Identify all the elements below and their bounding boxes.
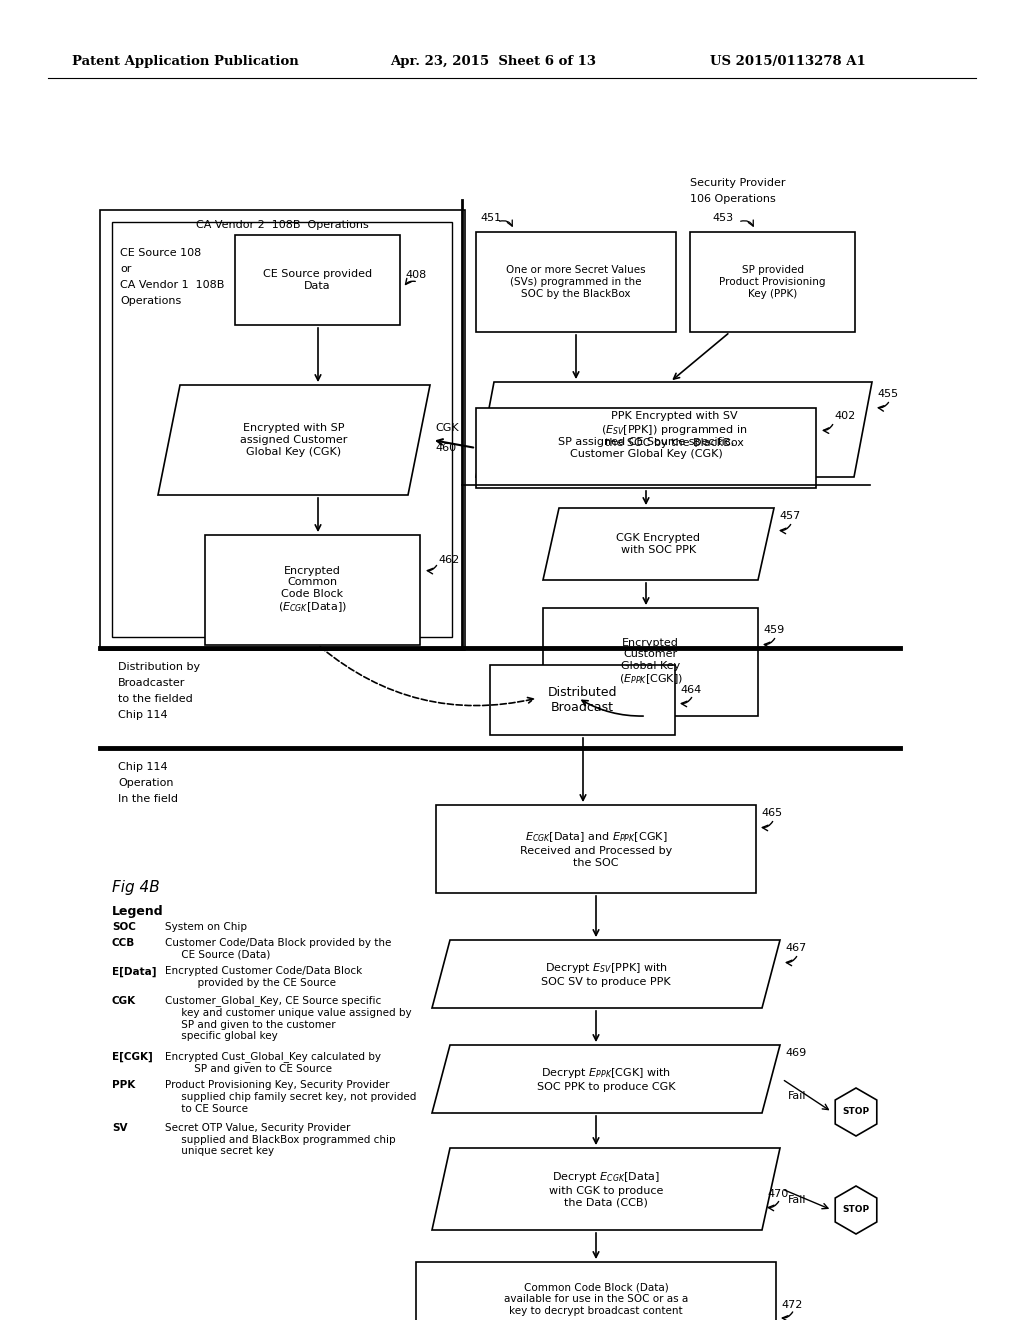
Text: CGK Encrypted
with SOC PPK: CGK Encrypted with SOC PPK (616, 533, 700, 554)
Bar (436, 805, 756, 894)
Text: Operations: Operations (120, 296, 181, 306)
Text: Legend: Legend (112, 906, 164, 917)
Polygon shape (836, 1088, 877, 1137)
Text: Encrypted Cust_Global_Key calculated by
         SP and given to CE Source: Encrypted Cust_Global_Key calculated by … (165, 1052, 381, 1074)
Text: Product Provisioning Key, Security Provider
     supplied chip family secret key: Product Provisioning Key, Security Provi… (165, 1081, 417, 1114)
Text: Chip 114: Chip 114 (118, 762, 168, 772)
Text: CA Vendor 2  108B  Operations: CA Vendor 2 108B Operations (197, 220, 369, 230)
Polygon shape (543, 508, 774, 579)
Text: Encrypted
Customer
Global Key
($E_{PPK}$[CGK]): Encrypted Customer Global Key ($E_{PPK}$… (618, 638, 682, 686)
Text: CGK: CGK (435, 422, 459, 433)
Text: Security Provider: Security Provider (690, 178, 785, 187)
Text: Chip 114: Chip 114 (118, 710, 168, 719)
Text: SP assigned CE Source specific,
Customer Global Key (CGK): SP assigned CE Source specific, Customer… (558, 437, 734, 459)
Text: Encrypted with SP
assigned Customer
Global Key (CGK): Encrypted with SP assigned Customer Glob… (241, 424, 348, 457)
Text: STOP: STOP (843, 1107, 869, 1117)
Text: Secret OTP Value, Security Provider
     supplied and BlackBox programmed chip
 : Secret OTP Value, Security Provider supp… (165, 1123, 395, 1156)
Polygon shape (432, 940, 780, 1008)
Text: or: or (120, 264, 131, 275)
Text: PPK: PPK (112, 1081, 135, 1090)
Text: Distributed
Broadcast: Distributed Broadcast (548, 686, 617, 714)
Bar (490, 665, 675, 735)
Text: 460: 460 (435, 444, 456, 453)
Text: 472: 472 (781, 1299, 803, 1309)
Text: 457: 457 (779, 511, 800, 521)
Text: One or more Secret Values
(SVs) programmed in the
SOC by the BlackBox: One or more Secret Values (SVs) programm… (506, 265, 646, 298)
Text: Fail: Fail (788, 1092, 807, 1101)
Polygon shape (432, 1148, 780, 1230)
Text: Encrypted
Common
Code Block
($E_{CGK}$[Data]): Encrypted Common Code Block ($E_{CGK}$[D… (279, 565, 347, 615)
Bar (112, 222, 452, 638)
Text: 451: 451 (480, 213, 501, 223)
Text: Apr. 23, 2015  Sheet 6 of 13: Apr. 23, 2015 Sheet 6 of 13 (390, 55, 596, 69)
Text: Operation: Operation (118, 777, 173, 788)
Text: 465: 465 (761, 808, 782, 818)
Text: SV: SV (112, 1123, 128, 1133)
Text: Decrypt $E_{PPK}$[CGK] with
SOC PPK to produce CGK: Decrypt $E_{PPK}$[CGK] with SOC PPK to p… (537, 1067, 675, 1092)
Text: $E_{CGK}$[Data] and $E_{PPK}$[CGK]
Received and Processed by
the SOC: $E_{CGK}$[Data] and $E_{PPK}$[CGK] Recei… (520, 830, 672, 867)
Text: Distribution by: Distribution by (118, 663, 200, 672)
Bar (476, 232, 676, 333)
Text: Encrypted Customer Code/Data Block
          provided by the CE Source: Encrypted Customer Code/Data Block provi… (165, 966, 362, 989)
Text: Customer_Global_Key, CE Source specific
     key and customer unique value assig: Customer_Global_Key, CE Source specific … (165, 995, 412, 1041)
Text: 453: 453 (712, 213, 733, 223)
Polygon shape (432, 1045, 780, 1113)
Polygon shape (158, 385, 430, 495)
Text: PPK Encrypted with SV
($E_{SV}$[PPK]) programmed in
the SOC by the BlackBox: PPK Encrypted with SV ($E_{SV}$[PPK]) pr… (601, 411, 748, 449)
Bar (234, 235, 400, 325)
Text: 459: 459 (763, 624, 784, 635)
Text: 469: 469 (785, 1048, 806, 1059)
Bar (543, 609, 758, 715)
Text: Patent Application Publication: Patent Application Publication (72, 55, 299, 69)
Text: 402: 402 (834, 411, 855, 421)
Text: Broadcaster: Broadcaster (118, 678, 185, 688)
Polygon shape (836, 1185, 877, 1234)
Bar (100, 210, 465, 649)
Text: US 2015/0113278 A1: US 2015/0113278 A1 (710, 55, 865, 69)
Text: Fig 4B: Fig 4B (112, 880, 160, 895)
Text: SOC: SOC (112, 921, 136, 932)
Text: E[Data]: E[Data] (112, 966, 157, 977)
Text: Decrypt $E_{CGK}$[Data]
with CGK to produce
the Data (CCB): Decrypt $E_{CGK}$[Data] with CGK to prod… (549, 1171, 664, 1208)
Bar (476, 408, 816, 488)
Text: 408: 408 (406, 271, 426, 280)
Text: Decrypt $E_{SV}$[PPK] with
SOC SV to produce PPK: Decrypt $E_{SV}$[PPK] with SOC SV to pro… (542, 961, 671, 987)
Bar (416, 1262, 776, 1320)
Text: CE Source provided
Data: CE Source provided Data (263, 269, 372, 290)
Text: CE Source 108: CE Source 108 (120, 248, 202, 257)
Bar (690, 232, 855, 333)
Text: CGK: CGK (112, 995, 136, 1006)
Text: SP provided
Product Provisioning
Key (PPK): SP provided Product Provisioning Key (PP… (719, 265, 825, 298)
Text: Fail: Fail (788, 1195, 807, 1205)
Text: In the field: In the field (118, 795, 178, 804)
Bar (205, 535, 420, 645)
Text: STOP: STOP (843, 1205, 869, 1214)
Text: 470: 470 (767, 1189, 788, 1199)
Text: CA Vendor 1  108B: CA Vendor 1 108B (120, 280, 224, 290)
Text: CCB: CCB (112, 937, 135, 948)
Text: 455: 455 (877, 389, 898, 399)
Text: System on Chip: System on Chip (165, 921, 247, 932)
Text: Common Code Block (Data)
available for use in the SOC or as a
key to decrypt bro: Common Code Block (Data) available for u… (504, 1283, 688, 1316)
Text: Customer Code/Data Block provided by the
     CE Source (Data): Customer Code/Data Block provided by the… (165, 937, 391, 960)
Text: 462: 462 (438, 554, 459, 565)
Text: 106 Operations: 106 Operations (690, 194, 776, 205)
Text: to the fielded: to the fielded (118, 694, 193, 704)
Polygon shape (476, 381, 872, 477)
Text: E[CGK]: E[CGK] (112, 1052, 153, 1061)
Text: 464: 464 (680, 685, 701, 696)
Text: 467: 467 (785, 942, 806, 953)
